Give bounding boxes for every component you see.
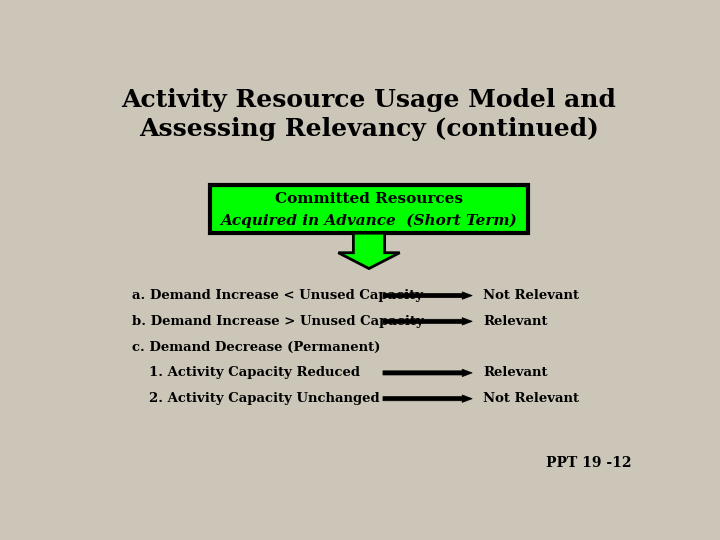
Text: Not Relevant: Not Relevant bbox=[483, 289, 580, 302]
Text: Relevant: Relevant bbox=[483, 367, 548, 380]
Text: 1. Activity Capacity Reduced: 1. Activity Capacity Reduced bbox=[148, 367, 359, 380]
FancyBboxPatch shape bbox=[210, 185, 528, 233]
Text: c. Demand Decrease (Permanent): c. Demand Decrease (Permanent) bbox=[132, 341, 380, 354]
Text: a. Demand Increase < Unused Capacity: a. Demand Increase < Unused Capacity bbox=[132, 289, 423, 302]
Text: b. Demand Increase > Unused Capacity: b. Demand Increase > Unused Capacity bbox=[132, 315, 423, 328]
Polygon shape bbox=[383, 395, 472, 402]
Polygon shape bbox=[383, 318, 472, 325]
Text: Activity Resource Usage Model and: Activity Resource Usage Model and bbox=[122, 88, 616, 112]
Text: Committed Resources: Committed Resources bbox=[275, 192, 463, 206]
Text: Acquired in Advance  (Short Term): Acquired in Advance (Short Term) bbox=[220, 214, 518, 228]
Text: Relevant: Relevant bbox=[483, 315, 548, 328]
Text: PPT 19 -12: PPT 19 -12 bbox=[546, 456, 631, 470]
Polygon shape bbox=[383, 292, 472, 299]
Polygon shape bbox=[338, 233, 400, 268]
Text: Assessing Relevancy (continued): Assessing Relevancy (continued) bbox=[139, 117, 599, 141]
Text: 2. Activity Capacity Unchanged: 2. Activity Capacity Unchanged bbox=[148, 392, 379, 405]
Text: Not Relevant: Not Relevant bbox=[483, 392, 580, 405]
Polygon shape bbox=[383, 369, 472, 377]
